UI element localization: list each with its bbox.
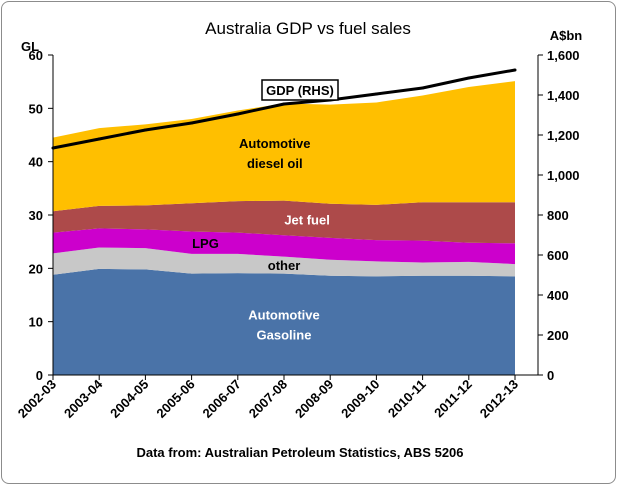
gdp-point bbox=[467, 76, 471, 80]
series-label-jet-fuel: Jet fuel bbox=[284, 212, 330, 227]
gdp-point bbox=[236, 112, 240, 116]
x-tick-label: 2006-07 bbox=[200, 377, 244, 421]
x-tick-label: 2002-03 bbox=[15, 377, 59, 421]
x-tick-label: 2008-09 bbox=[292, 377, 336, 421]
left-tick-label: 30 bbox=[29, 208, 43, 223]
series-label-other: other bbox=[268, 258, 301, 273]
left-tick-label: 10 bbox=[29, 315, 43, 330]
left-tick-label: 50 bbox=[29, 101, 43, 116]
left-axis-label: GL bbox=[21, 39, 39, 54]
gdp-label: GDP (RHS) bbox=[266, 83, 334, 98]
gdp-point bbox=[513, 68, 517, 72]
series-label-automotive-diesel-oil: diesel oil bbox=[247, 156, 303, 171]
gdp-point bbox=[190, 121, 194, 125]
gdp-label-box bbox=[261, 79, 339, 101]
series-label-automotive-diesel-oil: Automotive bbox=[239, 136, 311, 151]
series-labels-group: GDP (RHS) Automotive Gasoline other LPG Jet f… bbox=[192, 79, 339, 342]
area-jet-fuel bbox=[53, 200, 515, 244]
gdp-point bbox=[421, 86, 425, 90]
x-tick-label: 2010-11 bbox=[385, 377, 429, 421]
x-tick-label: 2012-13 bbox=[477, 377, 521, 421]
right-tick-label: 600 bbox=[547, 248, 569, 263]
series-label-automotive-gasoline: Gasoline bbox=[257, 327, 312, 342]
series-label-lpg: LPG bbox=[192, 236, 219, 251]
left-tick-label: 0 bbox=[36, 368, 43, 383]
x-tick-label: 2011-12 bbox=[431, 377, 475, 421]
area-lpg bbox=[53, 228, 515, 265]
source-note: Data from: Australian Petroleum Statisti… bbox=[136, 445, 463, 460]
right-tick-label: 200 bbox=[547, 328, 569, 343]
right-tick-label: 1,200 bbox=[547, 128, 580, 143]
gdp-point bbox=[51, 146, 55, 150]
series-label-automotive-gasoline: Automotive bbox=[248, 307, 320, 322]
x-tick-label: 2007-08 bbox=[246, 377, 290, 421]
right-tick-label: 0 bbox=[547, 368, 554, 383]
right-tick-label: 400 bbox=[547, 288, 569, 303]
area-automotive-diesel-oil bbox=[53, 81, 515, 212]
left-tick-label: 40 bbox=[29, 155, 43, 170]
left-tick-label: 60 bbox=[29, 48, 43, 63]
gdp-point bbox=[143, 128, 147, 132]
x-tick-label: 2004-05 bbox=[107, 377, 151, 421]
right-axis-label: A$bn bbox=[550, 28, 583, 43]
gdp-point bbox=[97, 137, 101, 141]
gdp-point bbox=[282, 102, 286, 106]
area-series-group bbox=[53, 81, 515, 375]
right-tick-label: 1,000 bbox=[547, 168, 580, 183]
left-tick-label: 20 bbox=[29, 261, 43, 276]
right-tick-label: 1,400 bbox=[547, 88, 580, 103]
chart-title: Australia GDP vs fuel sales bbox=[205, 19, 411, 38]
right-tick-label: 1,600 bbox=[547, 48, 580, 63]
gdp-point bbox=[374, 92, 378, 96]
x-tick-label: 2003-04 bbox=[61, 376, 106, 421]
right-tick-label: 800 bbox=[547, 208, 569, 223]
area-other bbox=[53, 247, 515, 277]
area-automotive-gasoline bbox=[53, 268, 515, 375]
x-tick-label: 2009-10 bbox=[338, 377, 382, 421]
x-tick-label: 2005-06 bbox=[153, 377, 197, 421]
